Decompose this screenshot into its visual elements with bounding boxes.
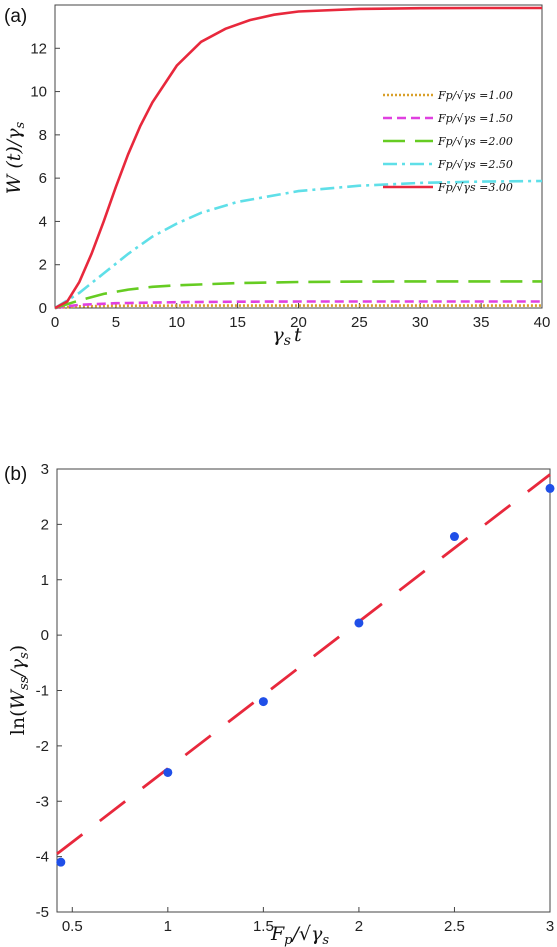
x-tick-label: 20: [290, 314, 307, 331]
y-tick-label: 2: [39, 257, 47, 274]
svg-text:Fp/√γs: Fp/√γs: [270, 923, 329, 947]
panel-b-ticks: 0.5 1 1.5 2 2.5 3 -5 -4 -3 -2 -1 0 1 2 3: [36, 461, 555, 935]
panel-a-series: [54, 6, 543, 310]
data-point-1: [56, 857, 66, 867]
panel-b-fit-line: [56, 473, 551, 855]
panel-a-legend: Fp/√γs =1.00 Fp/√γs =1.50 Fp/√γs =2.00 Fp/√…: [383, 89, 513, 194]
x-tick-label: 30: [412, 314, 429, 331]
x-tick-label: 2: [355, 918, 363, 935]
x-tick-label: 15: [229, 314, 246, 331]
y-tick-label: 4: [39, 213, 47, 230]
panel-b: (b) 0.5 1 1.5 2 2.5 3 -5 -4 -3 -2 -1 0 1 2 3 Fp/√γs ln…: [4, 461, 555, 947]
y-tick-label: -4: [36, 849, 49, 866]
panel-a-ylabel: W (t)/γs: [3, 121, 28, 194]
data-point-2: [163, 767, 173, 777]
series-line-3: [54, 280, 542, 310]
panel-a: (a) 0 5 10 15 20 25 30 35 40 0 2 4 6 8 10 12 Fp/√γs =1.…: [3, 4, 551, 349]
svg-text:W (t)/γs: W (t)/γs: [3, 121, 28, 194]
legend-entry-2: Fp/√γs =1.50: [437, 112, 513, 125]
y-tick-label: 12: [30, 40, 47, 57]
panel-a-xlabel: γs t: [272, 324, 302, 349]
x-tick-label: 40: [534, 314, 551, 331]
y-tick-label: 0: [41, 627, 49, 644]
x-tick-label: 1: [164, 918, 172, 935]
data-point-4: [354, 618, 364, 628]
y-tick-label: 6: [39, 170, 47, 187]
y-tick-label: 10: [30, 84, 47, 101]
y-tick-label: -1: [36, 683, 49, 700]
y-tick-label: -2: [36, 738, 49, 755]
data-point-3: [258, 697, 268, 707]
x-tick-label: 1.5: [253, 918, 274, 935]
series-line-5: [54, 6, 542, 310]
panel-a-label: (a): [4, 6, 27, 27]
legend-entry-3: Fp/√γs =2.00: [437, 135, 513, 148]
y-tick-label: 0: [39, 300, 47, 317]
y-tick-label: 2: [41, 516, 49, 533]
legend-entry-1: Fp/√γs =1.00: [437, 89, 513, 102]
panel-b-points: [56, 483, 555, 867]
x-tick-label: 0.5: [62, 918, 83, 935]
y-tick-label: -3: [36, 793, 49, 810]
data-point-5: [449, 532, 459, 542]
panel-b-label: (b): [4, 464, 27, 485]
y-tick-label: 3: [41, 461, 49, 478]
x-tick-label: 35: [473, 314, 490, 331]
x-tick-label: 2.5: [444, 918, 465, 935]
svg-text:ln(Wss/γs): ln(Wss/γs): [7, 645, 32, 735]
legend-entry-5: Fp/√γs =3.00: [437, 181, 513, 194]
fit-line: [56, 473, 551, 855]
y-tick-label: 1: [41, 572, 49, 589]
data-point-6: [545, 483, 555, 493]
x-tick-label: 25: [351, 314, 368, 331]
x-tick-label: 0: [51, 314, 59, 331]
panel-b-xlabel: Fp/√γs: [270, 923, 329, 947]
panel-b-ylabel: ln(Wss/γs): [7, 645, 32, 735]
series-line-2: [54, 300, 542, 310]
y-tick-label: 8: [39, 127, 47, 144]
svg-text:γst: γs t: [272, 324, 302, 349]
series-line-4: [54, 179, 543, 310]
panel-b-frame: [56, 468, 551, 913]
y-tick-label: -5: [36, 904, 49, 921]
x-tick-label: 3: [546, 918, 554, 935]
x-tick-label: 10: [168, 314, 185, 331]
x-tick-label: 5: [112, 314, 120, 331]
series-line-1: [54, 304, 542, 310]
legend-entry-4: Fp/√γs =2.50: [437, 158, 513, 171]
